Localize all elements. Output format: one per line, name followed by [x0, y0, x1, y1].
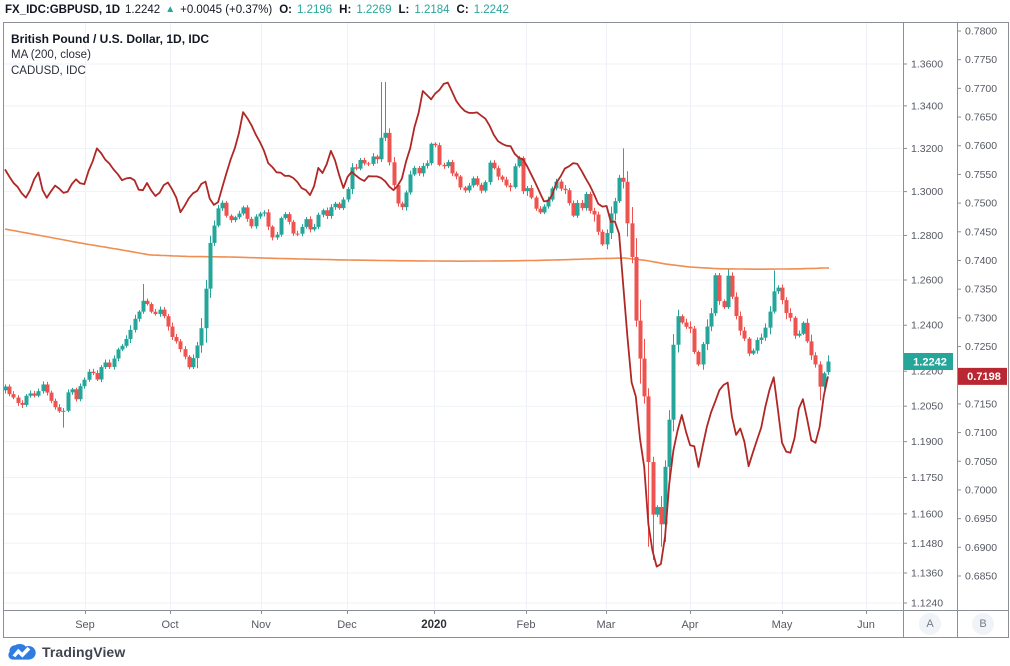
svg-text:0.7800: 0.7800 — [965, 26, 997, 38]
svg-text:0.6850: 0.6850 — [965, 571, 997, 583]
svg-text:1.3000: 1.3000 — [911, 186, 943, 198]
price-chart[interactable]: 1.3600 1.3400 1.3200 1.3000 1.2800 1.2600 1.24… — [0, 0, 1010, 648]
svg-text:Dec: Dec — [337, 619, 357, 631]
low-value: 1.2184 — [414, 3, 450, 16]
svg-text:1.3600: 1.3600 — [911, 59, 943, 71]
last-price: 1.2242 — [125, 3, 161, 16]
svg-text:0.7750: 0.7750 — [965, 54, 997, 66]
legend-symbol-title: British Pound / U.S. Dollar, 1D, IDC — [11, 32, 210, 46]
svg-text:0.7300: 0.7300 — [965, 312, 997, 324]
svg-text:2020: 2020 — [421, 619, 447, 631]
tradingview-attribution[interactable]: TradingView — [8, 643, 125, 661]
price-axis-gbpusd[interactable]: 1.3600 1.3400 1.3200 1.3000 1.2800 1.2600 1.24… — [903, 59, 943, 610]
svg-text:1.1480: 1.1480 — [911, 538, 943, 550]
svg-text:0.7600: 0.7600 — [965, 140, 997, 152]
ma-200-line — [4, 228, 830, 270]
svg-text:1.1240: 1.1240 — [911, 598, 943, 610]
svg-text:1.1600: 1.1600 — [911, 508, 943, 520]
svg-text:1.2800: 1.2800 — [911, 230, 943, 242]
svg-text:0.6950: 0.6950 — [965, 513, 997, 525]
svg-text:1.1750: 1.1750 — [911, 472, 943, 484]
tradingview-logo-icon — [8, 644, 36, 660]
symbol-header: FX_IDC:GBPUSD, 1D 1.2242 ▲ +0.0045 (+0.3… — [5, 1, 509, 18]
svg-text:0.7100: 0.7100 — [965, 427, 997, 439]
price-axis-cadusd[interactable]: 0.7800 0.7750 0.7700 0.7650 0.7600 0.7550 0.75… — [957, 26, 997, 583]
legend-compare-label: CADUSD, IDC — [11, 65, 86, 77]
high-label: H: — [339, 3, 352, 16]
time-axis[interactable]: Sep Oct Nov Dec 2020 Feb Mar Apr May Jun — [75, 610, 875, 631]
svg-text:1.2242: 1.2242 — [913, 356, 947, 368]
svg-text:1.2600: 1.2600 — [911, 274, 943, 286]
svg-text:0.7150: 0.7150 — [965, 398, 997, 410]
svg-text:0.6900: 0.6900 — [965, 542, 997, 554]
compare-price-badge: 0.7198 — [958, 367, 1007, 385]
cadusd-compare-line — [4, 81, 829, 568]
gridlines — [4, 23, 902, 609]
svg-text:Jun: Jun — [857, 619, 875, 631]
svg-text:0.7000: 0.7000 — [965, 484, 997, 496]
svg-text:Nov: Nov — [251, 619, 271, 631]
svg-text:0.7650: 0.7650 — [965, 112, 997, 124]
price-change: +0.0045 (+0.37%) — [180, 3, 273, 16]
svg-text:0.7250: 0.7250 — [965, 341, 997, 353]
svg-text:May: May — [772, 619, 793, 631]
svg-text:0.7050: 0.7050 — [965, 456, 997, 468]
up-arrow-icon: ▲ — [165, 4, 176, 15]
svg-text:0.7550: 0.7550 — [965, 169, 997, 181]
legend-ma-label: MA (200, close) — [11, 49, 91, 61]
svg-text:1.3400: 1.3400 — [911, 100, 943, 112]
svg-text:0.7500: 0.7500 — [965, 198, 997, 210]
tradingview-brand-text: TradingView — [42, 644, 126, 660]
svg-text:Mar: Mar — [597, 619, 616, 631]
svg-text:1.1900: 1.1900 — [911, 436, 943, 448]
open-label: O: — [279, 3, 292, 16]
open-value: 1.2196 — [296, 3, 333, 16]
svg-text:Apr: Apr — [681, 619, 698, 631]
svg-text:Oct: Oct — [161, 619, 178, 631]
close-label: C: — [456, 3, 469, 16]
last-price-badge: 1.2242 — [904, 353, 953, 371]
svg-text:1.1360: 1.1360 — [911, 567, 943, 579]
svg-text:0.7400: 0.7400 — [965, 255, 997, 267]
low-label: L: — [398, 3, 410, 16]
high-value: 1.2269 — [356, 3, 392, 16]
svg-text:0.7450: 0.7450 — [965, 226, 997, 238]
svg-text:1.2050: 1.2050 — [911, 401, 943, 413]
gbpusd-candles — [4, 81, 831, 561]
svg-text:1.2400: 1.2400 — [911, 320, 943, 332]
chart-legend: British Pound / U.S. Dollar, 1D, IDC MA … — [11, 31, 209, 79]
svg-text:1.3200: 1.3200 — [911, 143, 943, 155]
svg-text:Sep: Sep — [75, 619, 95, 631]
chart-frame — [3, 22, 1009, 638]
axis-a-button[interactable]: A — [919, 613, 941, 635]
close-value: 1.2242 — [473, 3, 509, 16]
svg-text:0.7350: 0.7350 — [965, 284, 997, 296]
svg-text:0.7198: 0.7198 — [967, 371, 1001, 383]
svg-text:Feb: Feb — [517, 619, 536, 631]
symbol-name: FX_IDC:GBPUSD, 1D — [5, 3, 121, 16]
svg-text:0.7700: 0.7700 — [965, 83, 997, 95]
axis-b-button[interactable]: B — [972, 613, 994, 635]
